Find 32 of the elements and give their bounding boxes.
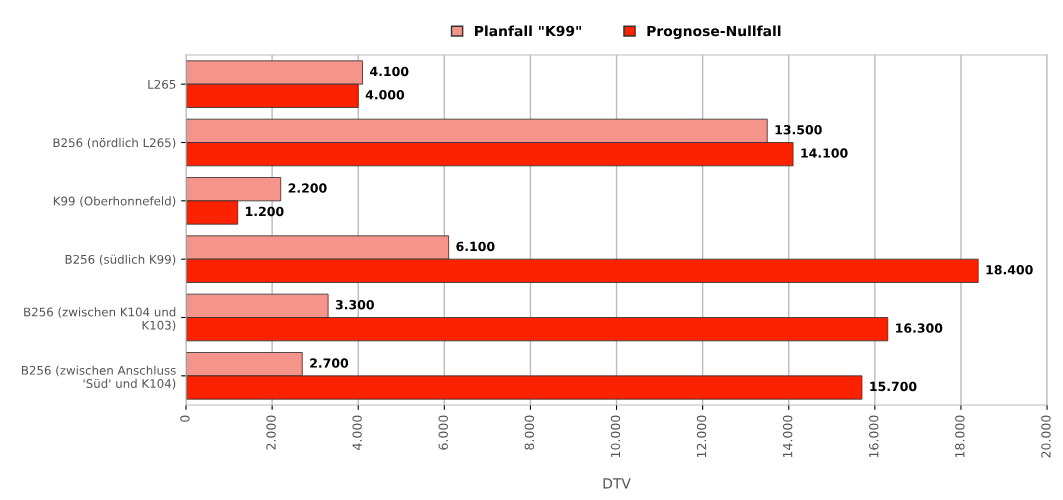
x-tick-label: 8.000 xyxy=(524,415,535,450)
data-label: 2.200 xyxy=(288,183,327,193)
legend-label: Planfall "K99" xyxy=(475,25,581,37)
x-tick-label: 12.000 xyxy=(696,415,707,458)
y-tick-label: B256 (südlich K99) xyxy=(65,254,176,266)
x-axis-title: DTV xyxy=(603,478,631,489)
y-tick-label: B256 (nördlich L265) xyxy=(53,138,176,149)
x-tick-label: 10.000 xyxy=(610,415,621,458)
y-tick-label: B256 (zwischen Anschluss 'Süd' und K104) xyxy=(21,365,176,390)
y-tick-label: L265 xyxy=(148,79,176,89)
data-label: 13.500 xyxy=(775,125,822,135)
x-tick-label: 4.000 xyxy=(352,415,362,450)
data-label: 18.400 xyxy=(986,265,1033,275)
data-label: 6.100 xyxy=(456,241,495,252)
data-label: 4.000 xyxy=(365,90,405,100)
x-tick-label: 2.000 xyxy=(266,415,276,450)
x-tick-label: 6.000 xyxy=(438,415,448,450)
x-tick-label: 0 xyxy=(180,415,190,422)
y-tick-label: B256 (zwischen K104 und K103) xyxy=(24,307,176,332)
y-tick-label: K99 (Oberhonnefeld) xyxy=(53,196,176,207)
x-tick-label: 20.000 xyxy=(1041,415,1051,458)
x-tick-label: 14.000 xyxy=(782,415,793,458)
data-label: 3.300 xyxy=(335,300,374,310)
data-label: 4.100 xyxy=(370,66,409,77)
data-label: 16.300 xyxy=(896,323,943,333)
data-label: 14.100 xyxy=(801,148,848,158)
x-tick-label: 18.000 xyxy=(955,415,965,458)
data-label: 2.700 xyxy=(310,358,349,368)
legend-label: Prognose-Nullfall xyxy=(647,25,781,39)
x-tick-label: 16.000 xyxy=(869,415,879,458)
data-label: 1.200 xyxy=(246,206,284,217)
data-label: 15.700 xyxy=(870,381,917,392)
